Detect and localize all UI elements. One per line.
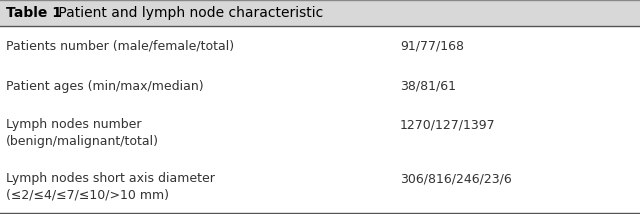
Text: Patients number (male/female/total): Patients number (male/female/total) [6, 40, 234, 52]
Text: (≤2/≤4/≤7/≤10/>10 mm): (≤2/≤4/≤7/≤10/>10 mm) [6, 189, 169, 202]
Text: 1270/127/1397: 1270/127/1397 [400, 118, 495, 131]
Bar [0, 0, 640, 26]
Text: 91/77/168: 91/77/168 [400, 40, 464, 52]
Text: 38/81/61: 38/81/61 [400, 79, 456, 92]
Text: Lymph nodes short axis diameter: Lymph nodes short axis diameter [6, 172, 215, 185]
Text: 306/816/246/23/6: 306/816/246/23/6 [400, 172, 512, 185]
Text: Lymph nodes number: Lymph nodes number [6, 118, 141, 131]
Text: Patient and lymph node characteristic: Patient and lymph node characteristic [54, 6, 323, 20]
Text: Table 1: Table 1 [6, 6, 62, 20]
Text: (benign/malignant/total): (benign/malignant/total) [6, 135, 159, 148]
Text: Patient ages (min/max/median): Patient ages (min/max/median) [6, 79, 204, 92]
